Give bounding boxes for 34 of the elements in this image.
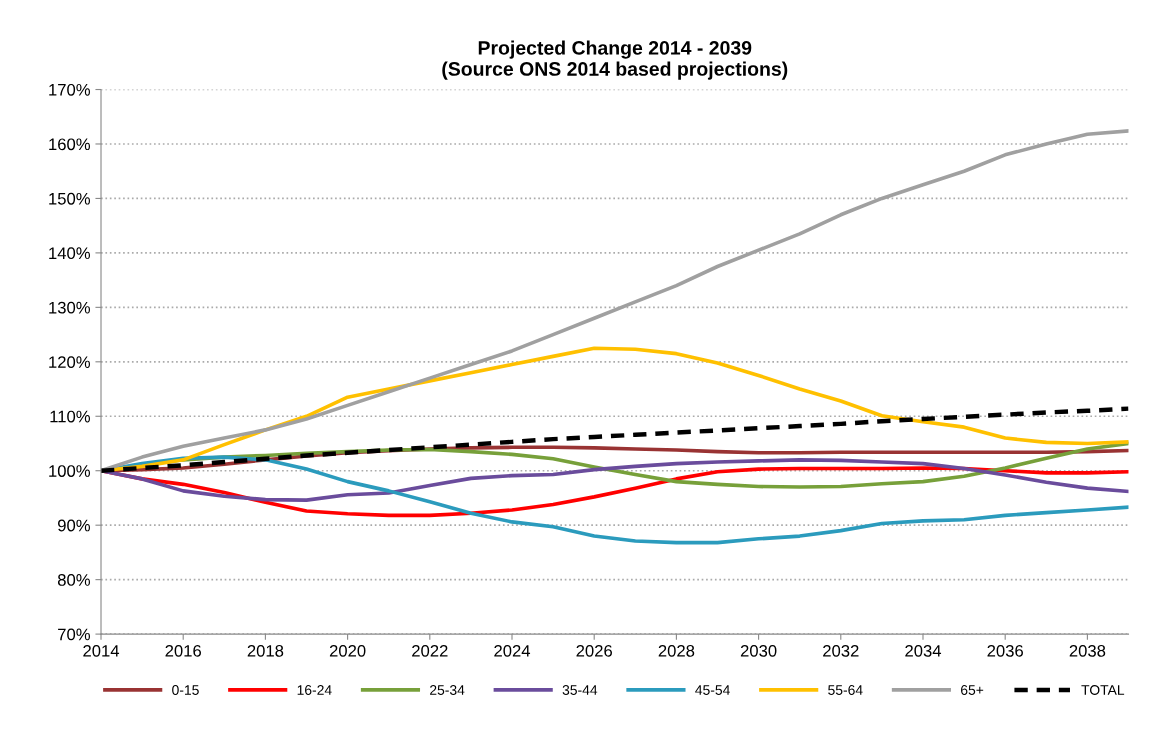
legend-label: 25-34 [430, 685, 465, 695]
y-tick-label: 130% [49, 301, 90, 314]
y-tick-label: 150% [49, 192, 90, 205]
x-tick-label: 2014 [83, 644, 120, 657]
x-tick-label: 2016 [165, 644, 202, 657]
line-series [101, 406, 1129, 473]
legend-label: 55-64 [828, 685, 863, 695]
y-tick-label: 90% [58, 519, 90, 532]
x-tick-label: 2018 [247, 644, 284, 657]
y-tick-label: 80% [57, 574, 90, 586]
y-tick-label: 160% [49, 138, 90, 151]
legend-label: 0-15 [172, 685, 199, 695]
y-tick-label: 140% [49, 247, 90, 260]
chart-title: Projected Change 2014 - 2039 (Source ONS 2014 based projections) [442, 40, 788, 80]
y-tick-label: 170% [49, 83, 90, 96]
x-tick-label: 2024 [494, 644, 531, 657]
x-tick-label: 2022 [412, 644, 448, 657]
x-tick-label: 2038 [1069, 644, 1106, 657]
x-tick-label: 2036 [987, 644, 1023, 657]
y-tick-label: 120% [49, 356, 90, 369]
legend-label: 45-54 [695, 685, 730, 695]
x-tick-label: 2032 [823, 644, 859, 657]
legend-label: 16-24 [297, 685, 332, 695]
y-tick-label: 100% [49, 465, 90, 477]
legend-label: 65+ [961, 685, 984, 695]
x-tick-label: 2020 [329, 644, 366, 657]
y-tick-label: 70% [58, 628, 90, 641]
x-tick-label: 2026 [576, 644, 613, 657]
legend-label: 35-44 [562, 685, 598, 695]
x-tick-label: 2028 [658, 644, 695, 657]
legend-label: TOTAL [1081, 685, 1125, 695]
y-tick-label: 110% [50, 410, 90, 423]
x-tick-label: 2034 [905, 644, 942, 657]
x-tick-label: 2030 [740, 644, 777, 657]
